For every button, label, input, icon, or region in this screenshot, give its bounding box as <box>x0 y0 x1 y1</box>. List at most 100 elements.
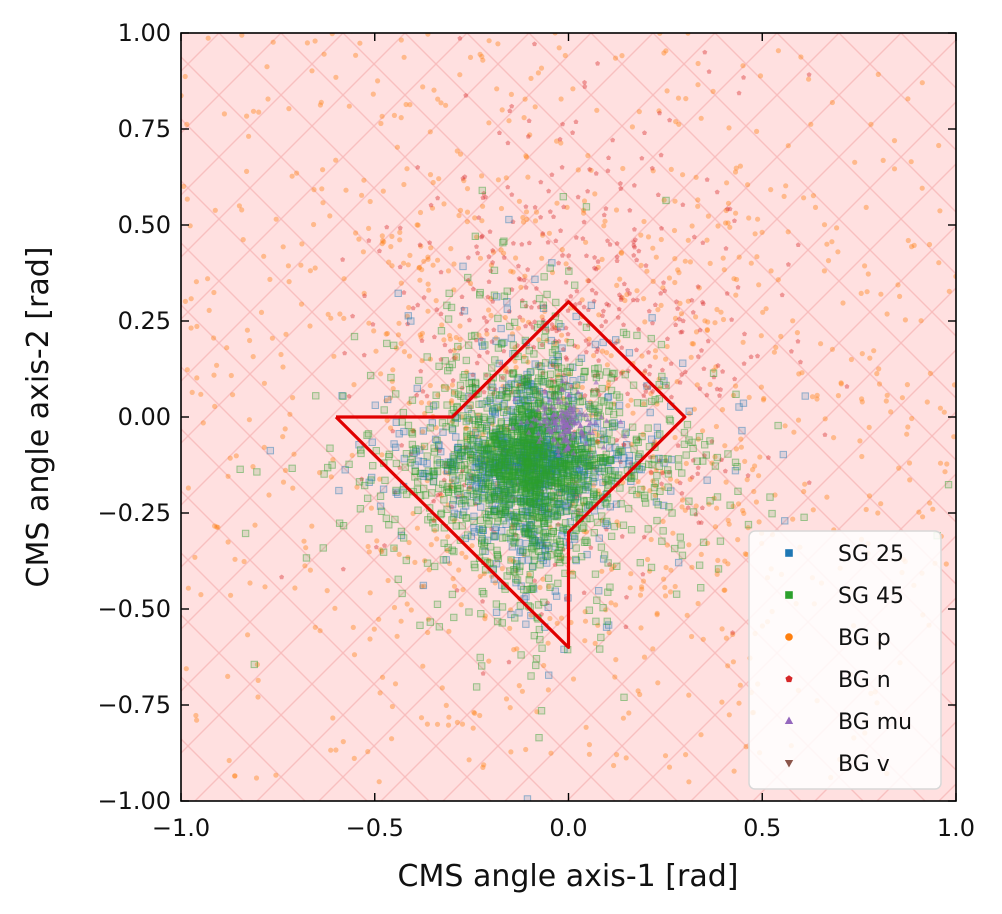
data-point <box>937 460 944 466</box>
data-point <box>540 598 548 607</box>
data-point <box>603 517 611 526</box>
data-point <box>531 440 539 448</box>
data-point <box>560 346 566 352</box>
data-point <box>742 331 747 337</box>
data-point <box>429 477 438 486</box>
data-point <box>438 356 444 362</box>
data-point <box>689 633 695 640</box>
data-point <box>519 454 527 463</box>
data-point <box>427 129 433 135</box>
data-point <box>585 606 594 614</box>
data-point <box>494 430 502 439</box>
data-point <box>537 493 546 501</box>
data-point <box>211 335 217 341</box>
data-point <box>500 460 506 466</box>
data-point <box>528 321 534 327</box>
data-point <box>720 255 726 261</box>
data-point <box>608 371 614 377</box>
data-point <box>373 544 379 550</box>
data-point <box>464 444 470 450</box>
data-point <box>193 712 199 719</box>
data-point <box>502 411 511 419</box>
data-point <box>779 450 788 459</box>
data-point <box>665 336 670 341</box>
data-point <box>473 497 481 506</box>
data-point <box>538 425 547 434</box>
data-point <box>288 464 296 472</box>
data-point <box>801 488 807 495</box>
data-point <box>252 522 258 528</box>
data-point <box>665 415 674 423</box>
data-point <box>693 174 699 180</box>
data-point <box>513 576 522 584</box>
data-point <box>522 449 531 457</box>
data-point <box>502 368 509 374</box>
data-point <box>447 560 453 567</box>
data-point <box>503 386 509 392</box>
data-point <box>383 398 389 404</box>
data-point <box>394 490 402 498</box>
data-point <box>594 432 601 438</box>
data-point <box>489 468 498 477</box>
data-point <box>534 285 539 291</box>
data-point <box>679 371 685 377</box>
data-point <box>525 344 531 350</box>
data-point <box>595 388 601 393</box>
data-point <box>634 257 640 263</box>
data-point <box>698 551 704 558</box>
data-point <box>304 40 310 46</box>
data-point <box>587 451 595 459</box>
data-point <box>189 389 195 395</box>
data-point <box>553 238 559 243</box>
data-point <box>526 572 532 578</box>
data-point <box>554 352 563 361</box>
data-point <box>650 484 659 492</box>
data-point <box>592 373 598 378</box>
data-point <box>463 492 472 500</box>
data-point <box>484 327 489 333</box>
data-point <box>520 214 526 221</box>
data-point <box>600 551 609 559</box>
data-point <box>522 620 530 628</box>
data-point <box>475 415 483 424</box>
data-point <box>730 392 737 398</box>
data-point <box>435 441 443 449</box>
data-point <box>726 501 734 509</box>
data-point <box>650 168 656 174</box>
data-point <box>575 449 584 457</box>
data-point <box>407 317 415 325</box>
hatch-line <box>318 163 956 801</box>
data-point <box>513 458 521 467</box>
data-point <box>460 445 469 454</box>
data-point <box>502 463 510 471</box>
data-point <box>563 354 569 360</box>
data-point <box>381 476 389 485</box>
data-point <box>434 536 440 542</box>
data-point <box>599 517 605 524</box>
data-point <box>531 537 540 545</box>
data-point <box>647 363 653 369</box>
data-point <box>517 314 523 320</box>
data-point <box>672 256 678 262</box>
data-point <box>424 393 430 399</box>
data-point <box>572 465 581 473</box>
data-point <box>509 511 518 519</box>
data-point <box>380 406 388 414</box>
data-point <box>738 444 745 450</box>
data-point <box>585 278 591 284</box>
data-point <box>509 416 517 424</box>
data-point <box>477 51 483 57</box>
data-point <box>530 457 539 465</box>
data-point <box>462 444 468 450</box>
data-point <box>320 167 326 173</box>
data-point <box>487 229 493 234</box>
data-point <box>499 481 507 490</box>
data-point <box>405 554 411 560</box>
data-point <box>522 497 530 505</box>
data-point <box>345 460 353 469</box>
data-point <box>542 552 550 560</box>
data-point <box>544 338 550 344</box>
data-point <box>526 387 534 395</box>
data-point <box>760 309 766 315</box>
data-point <box>653 423 662 432</box>
